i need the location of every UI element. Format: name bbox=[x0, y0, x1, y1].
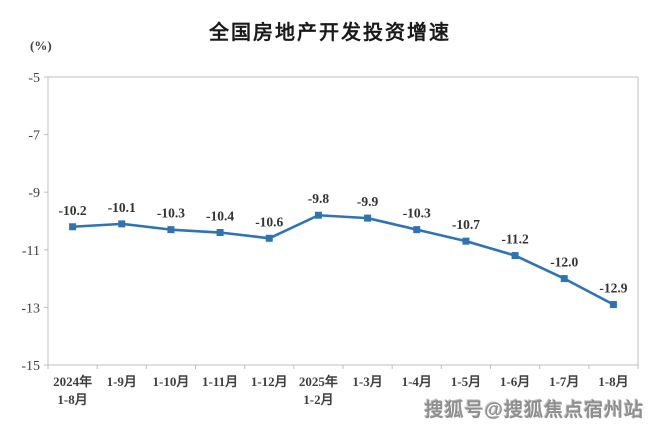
svg-text:-10.3: -10.3 bbox=[403, 206, 431, 221]
svg-text:-11.2: -11.2 bbox=[501, 232, 529, 247]
svg-text:1-7月: 1-7月 bbox=[549, 374, 579, 389]
chart-title: 全国房地产开发投资增速 bbox=[209, 22, 451, 44]
svg-text:-7: -7 bbox=[28, 129, 40, 144]
svg-text:-9: -9 bbox=[28, 186, 40, 201]
svg-text:1-11月: 1-11月 bbox=[202, 374, 238, 389]
svg-text:1-3月: 1-3月 bbox=[352, 374, 382, 389]
svg-text:1-5月: 1-5月 bbox=[451, 374, 481, 389]
svg-text:-9.9: -9.9 bbox=[357, 194, 379, 209]
svg-text:-10.2: -10.2 bbox=[59, 203, 87, 218]
watermark: 搜狐号@搜狐焦点宿州站 bbox=[424, 400, 644, 421]
svg-text:-11: -11 bbox=[22, 244, 40, 259]
svg-text:1-12月: 1-12月 bbox=[251, 374, 288, 389]
svg-text:-10.6: -10.6 bbox=[255, 214, 283, 229]
svg-text:1-8月: 1-8月 bbox=[57, 392, 87, 407]
svg-text:-10.4: -10.4 bbox=[206, 209, 234, 224]
svg-text:-13: -13 bbox=[21, 301, 40, 316]
svg-text:1-4月: 1-4月 bbox=[402, 374, 432, 389]
svg-text:-5: -5 bbox=[28, 71, 40, 86]
svg-text:1-8月: 1-8月 bbox=[598, 374, 628, 389]
svg-text:1-2月: 1-2月 bbox=[303, 392, 333, 407]
svg-text:-10.3: -10.3 bbox=[157, 206, 185, 221]
svg-text:-12.9: -12.9 bbox=[599, 281, 627, 296]
svg-text:-12.0: -12.0 bbox=[550, 255, 578, 270]
svg-text:2025年: 2025年 bbox=[299, 374, 338, 389]
svg-text:2024年: 2024年 bbox=[53, 374, 92, 389]
svg-text:-9.8: -9.8 bbox=[308, 191, 330, 206]
svg-text:1-6月: 1-6月 bbox=[500, 374, 530, 389]
y-axis-unit-label: (%) bbox=[30, 38, 52, 53]
svg-text:-10.7: -10.7 bbox=[452, 217, 480, 232]
svg-text:1-10月: 1-10月 bbox=[152, 374, 189, 389]
svg-text:-15: -15 bbox=[21, 359, 40, 374]
svg-text:-10.1: -10.1 bbox=[108, 200, 136, 215]
svg-text:1-9月: 1-9月 bbox=[107, 374, 137, 389]
